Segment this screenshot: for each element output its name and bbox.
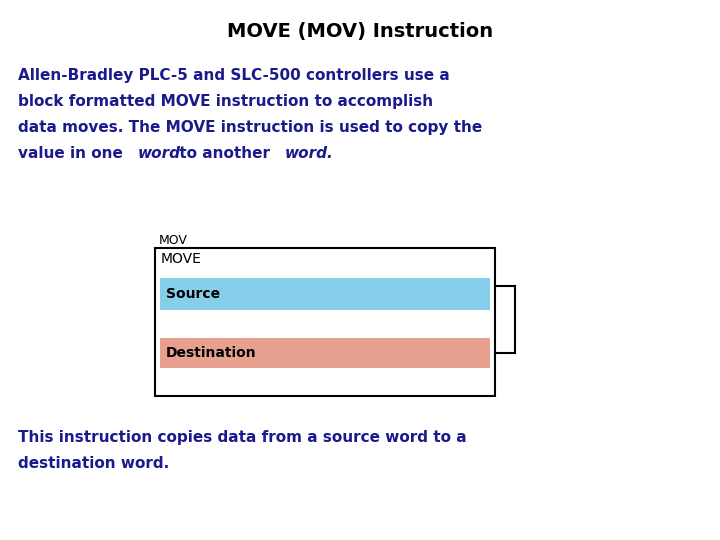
Text: MOV: MOV (159, 234, 188, 247)
Bar (160, 338, 490, 368)
Text: Source: Source (166, 287, 220, 301)
Text: MOVE: MOVE (161, 252, 202, 266)
Text: This instruction copies data from a source word to a: This instruction copies data from a sour… (18, 430, 467, 445)
Bar (160, 278, 490, 310)
Bar (155, 248, 495, 396)
Text: data moves. The MOVE instruction is used to copy the: data moves. The MOVE instruction is used… (18, 120, 482, 135)
Text: word: word (138, 146, 181, 161)
Text: Allen-Bradley PLC-5 and SLC-500 controllers use a: Allen-Bradley PLC-5 and SLC-500 controll… (18, 68, 450, 83)
Text: word.: word. (285, 146, 333, 161)
Text: MOVE (MOV) Instruction: MOVE (MOV) Instruction (227, 22, 493, 41)
Text: to another: to another (174, 146, 276, 161)
Text: block formatted MOVE instruction to accomplish: block formatted MOVE instruction to acco… (18, 94, 433, 109)
Text: destination word.: destination word. (18, 456, 169, 471)
Text: Destination: Destination (166, 346, 256, 360)
Text: value in one: value in one (18, 146, 128, 161)
